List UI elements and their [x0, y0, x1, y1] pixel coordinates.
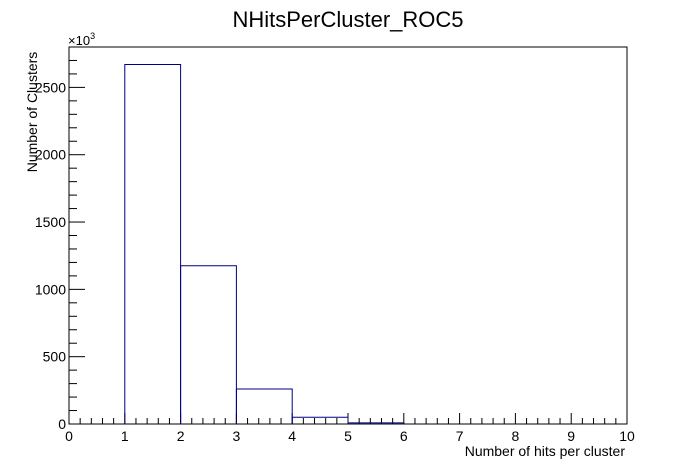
x-tick-label: 9: [567, 428, 575, 444]
y-tick-label: 0: [58, 416, 66, 432]
x-tick-label: 1: [121, 428, 129, 444]
x-tick-label: 6: [400, 428, 408, 444]
histogram-bars: [124, 64, 405, 424]
y-tick-label: 1500: [35, 214, 66, 230]
x-tick-label: 10: [619, 428, 635, 444]
histogram-bar: [291, 416, 349, 424]
histogram-bar: [235, 388, 293, 424]
y-tick-label: 1000: [35, 281, 66, 297]
axis-tick-labels: 0 1 2 3 4 5 6 7 8 9 10 0 500 1000 1500 2000 2500: [35, 79, 635, 444]
x-tick-label: 4: [288, 428, 296, 444]
y-axis-label: Number of Clusters: [24, 52, 40, 173]
histogram-bar: [347, 422, 405, 424]
x-axis-label: Number of hits per cluster: [465, 443, 626, 459]
x-tick-label: 7: [456, 428, 464, 444]
y-tick-label: 500: [43, 349, 67, 365]
histogram-bar: [124, 64, 182, 424]
x-tick-label: 5: [344, 428, 352, 444]
y-tick-label: 2000: [35, 147, 66, 163]
chart-title: NHitsPerCluster_ROC5: [232, 7, 463, 32]
x-tick-label: 8: [512, 428, 520, 444]
plot-frame: [68, 46, 628, 425]
x-tick-label: 3: [233, 428, 241, 444]
histogram-bar: [180, 265, 237, 424]
axis-ticks: [68, 46, 628, 425]
y-axis-multiplier: ×103: [68, 31, 95, 48]
x-tick-label: 2: [177, 428, 185, 444]
y-tick-label: 2500: [35, 79, 66, 95]
x-tick-label: 0: [65, 428, 73, 444]
